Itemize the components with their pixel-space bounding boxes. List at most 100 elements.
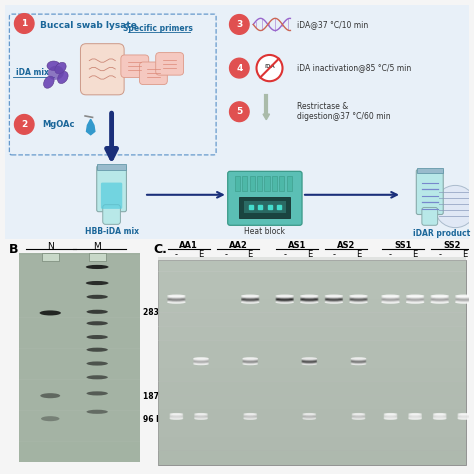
Circle shape — [434, 185, 474, 228]
Ellipse shape — [381, 300, 400, 303]
Ellipse shape — [325, 298, 343, 301]
Text: iDA@37 °C/10 min: iDA@37 °C/10 min — [297, 20, 369, 29]
Ellipse shape — [241, 296, 259, 298]
Ellipse shape — [430, 297, 449, 300]
Ellipse shape — [301, 358, 317, 361]
FancyBboxPatch shape — [416, 169, 443, 215]
Ellipse shape — [433, 416, 447, 419]
Circle shape — [15, 115, 34, 134]
Bar — [19, 276, 140, 286]
Circle shape — [15, 14, 34, 33]
Ellipse shape — [455, 297, 474, 300]
Ellipse shape — [455, 298, 474, 301]
Bar — [235, 176, 240, 191]
Ellipse shape — [430, 301, 449, 304]
Bar — [158, 257, 465, 272]
Bar — [158, 409, 465, 423]
Ellipse shape — [302, 415, 316, 418]
Ellipse shape — [406, 297, 424, 300]
Ellipse shape — [193, 362, 209, 365]
Ellipse shape — [406, 299, 424, 301]
FancyBboxPatch shape — [103, 205, 120, 224]
FancyBboxPatch shape — [121, 55, 149, 77]
Ellipse shape — [406, 294, 424, 297]
Text: iDA inactivation@85 °C/5 min: iDA inactivation@85 °C/5 min — [297, 64, 411, 73]
Text: N: N — [47, 242, 54, 251]
Ellipse shape — [383, 418, 397, 420]
Ellipse shape — [44, 76, 54, 88]
Ellipse shape — [408, 416, 422, 419]
Ellipse shape — [457, 415, 471, 418]
Ellipse shape — [243, 415, 257, 418]
Text: -: - — [283, 250, 286, 259]
Ellipse shape — [57, 72, 68, 83]
Ellipse shape — [455, 299, 474, 301]
Ellipse shape — [241, 294, 259, 297]
Circle shape — [256, 55, 283, 81]
Ellipse shape — [275, 297, 294, 300]
Text: M: M — [93, 242, 101, 251]
Ellipse shape — [351, 360, 366, 363]
Text: iDA: iDA — [264, 64, 275, 69]
Bar — [158, 354, 465, 368]
Bar — [158, 299, 465, 313]
FancyArrowPatch shape — [107, 113, 117, 158]
Ellipse shape — [351, 362, 366, 365]
Ellipse shape — [167, 294, 186, 297]
Ellipse shape — [351, 359, 366, 362]
Ellipse shape — [383, 413, 397, 415]
Ellipse shape — [300, 297, 319, 300]
Ellipse shape — [170, 416, 183, 419]
Ellipse shape — [194, 416, 208, 419]
Text: -: - — [438, 250, 441, 259]
Bar — [158, 312, 465, 327]
Text: AS1: AS1 — [288, 241, 306, 250]
Ellipse shape — [381, 296, 400, 298]
Text: SS1: SS1 — [394, 241, 411, 250]
Ellipse shape — [457, 414, 471, 416]
Text: 187 bp (E): 187 bp (E) — [143, 392, 187, 401]
FancyBboxPatch shape — [97, 166, 127, 212]
Ellipse shape — [325, 294, 343, 297]
Ellipse shape — [352, 418, 365, 420]
Ellipse shape — [301, 363, 317, 365]
Ellipse shape — [349, 297, 368, 300]
Text: Buccal swab lysate: Buccal swab lysate — [40, 21, 137, 30]
Bar — [257, 176, 262, 191]
Ellipse shape — [408, 418, 422, 420]
Ellipse shape — [457, 416, 471, 419]
Ellipse shape — [349, 298, 368, 301]
Bar — [19, 255, 140, 266]
Ellipse shape — [194, 415, 208, 418]
FancyBboxPatch shape — [101, 182, 122, 209]
Bar — [19, 286, 140, 297]
Ellipse shape — [170, 415, 183, 418]
Ellipse shape — [193, 357, 209, 360]
Ellipse shape — [351, 361, 366, 364]
Ellipse shape — [301, 362, 317, 365]
Ellipse shape — [275, 296, 294, 298]
Ellipse shape — [325, 301, 343, 304]
Bar — [158, 271, 465, 285]
Ellipse shape — [242, 360, 258, 363]
Ellipse shape — [383, 415, 397, 418]
Ellipse shape — [301, 360, 317, 363]
Text: E: E — [307, 250, 312, 259]
Bar — [158, 368, 465, 382]
Ellipse shape — [193, 363, 209, 365]
Bar — [89, 253, 106, 261]
Bar — [97, 164, 127, 170]
Bar — [158, 423, 465, 437]
Ellipse shape — [381, 301, 400, 304]
Ellipse shape — [349, 300, 368, 303]
Circle shape — [229, 15, 249, 34]
Ellipse shape — [430, 300, 449, 303]
Bar — [158, 285, 465, 299]
Ellipse shape — [275, 301, 294, 304]
Ellipse shape — [275, 298, 294, 301]
Ellipse shape — [406, 300, 424, 303]
Text: E: E — [199, 250, 204, 259]
Ellipse shape — [241, 301, 259, 304]
Text: Specific primers: Specific primers — [123, 24, 193, 33]
Text: 4: 4 — [236, 64, 243, 73]
